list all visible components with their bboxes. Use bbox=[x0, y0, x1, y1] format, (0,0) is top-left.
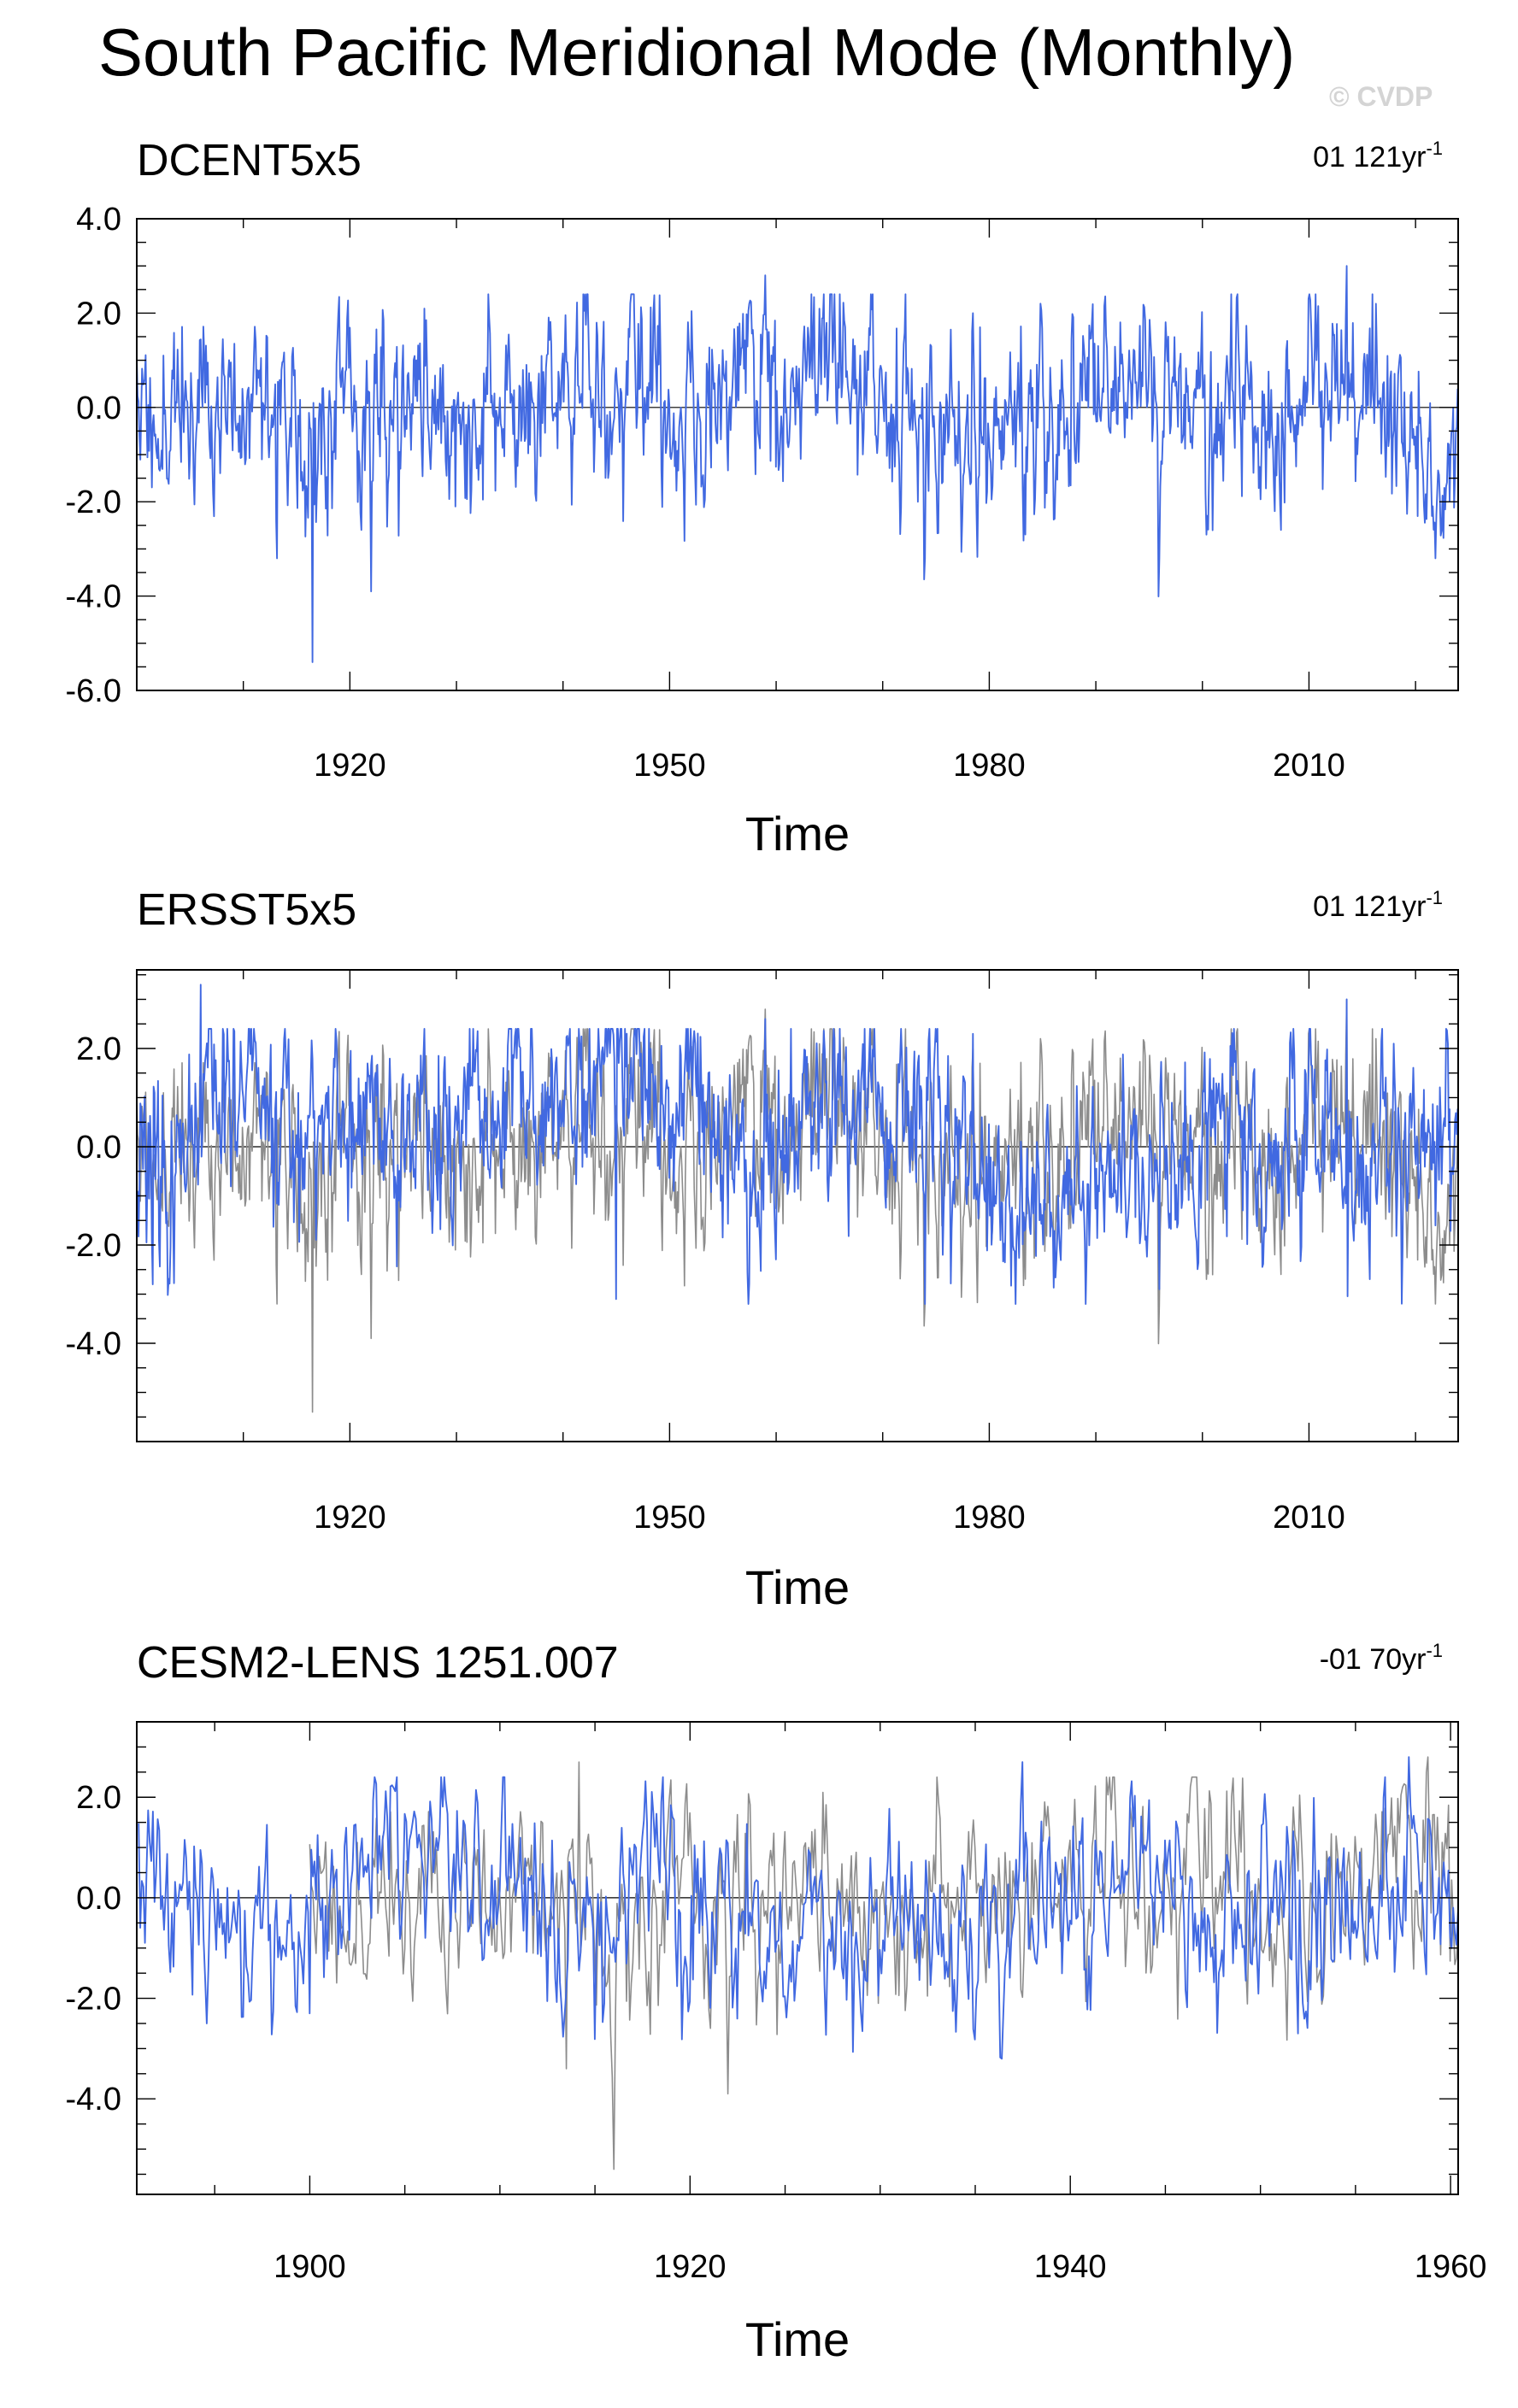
y-tick-label: 0.0 bbox=[76, 391, 121, 426]
x-tick-label: 1950 bbox=[633, 1500, 706, 1536]
series-line-1 bbox=[309, 1756, 1458, 2170]
x-tick-label: 1980 bbox=[953, 748, 1026, 784]
plot-frame bbox=[136, 969, 1459, 1442]
series-line-2 bbox=[138, 1756, 1458, 2060]
y-tick-label: -4.0 bbox=[66, 1326, 121, 1362]
series-group bbox=[137, 984, 1458, 1413]
chart-panel-1: DCENT5x5 01 121yr-1 -6.0 -4.0 -2.0 0.0 2.0 4.0 1… bbox=[66, 136, 1459, 860]
x-tick-label: 2010 bbox=[1273, 748, 1345, 784]
x-tick-label: 1920 bbox=[314, 1500, 386, 1536]
panel-title: ERSST5x5 bbox=[137, 885, 356, 935]
panel-title: CESM2-LENS 1251.007 bbox=[137, 1638, 619, 1688]
trend-value: 01 121yr bbox=[1313, 890, 1426, 923]
y-tick-label: 2.0 bbox=[76, 1780, 121, 1816]
trend-exponent: -1 bbox=[1426, 138, 1443, 159]
trend-label: 01 121yr-1 bbox=[1313, 887, 1443, 923]
trend-value: -01 70yr bbox=[1320, 1643, 1427, 1676]
trend-exponent: -1 bbox=[1426, 1640, 1443, 1661]
trend-exponent: -1 bbox=[1426, 887, 1443, 908]
y-tick-label: -6.0 bbox=[66, 673, 121, 709]
series-line-1 bbox=[137, 998, 1458, 1413]
series-group bbox=[138, 1756, 1458, 2170]
x-tick-label: 2010 bbox=[1273, 1500, 1345, 1536]
trend-value: 01 121yr bbox=[1313, 141, 1426, 173]
y-tick-label: -4.0 bbox=[66, 579, 121, 615]
y-tick-label: -2.0 bbox=[66, 1228, 121, 1264]
y-tick-label: 0.0 bbox=[76, 1881, 121, 1917]
x-tick-label: 1940 bbox=[1034, 2249, 1107, 2285]
y-tick-label: -2.0 bbox=[66, 1982, 121, 2017]
y-tick-label: 2.0 bbox=[76, 1031, 121, 1067]
y-tick-label: 0.0 bbox=[76, 1130, 121, 1166]
chart-panel-3: CESM2-LENS 1251.007 -01 70yr-1 -4.0 -2.0 0.0… bbox=[66, 1638, 1487, 2366]
trend-label: -01 70yr-1 bbox=[1320, 1640, 1443, 1676]
y-tick-label: -2.0 bbox=[66, 485, 121, 520]
x-tick-label: 1920 bbox=[314, 748, 386, 784]
y-tick-label: -4.0 bbox=[66, 2082, 121, 2117]
page-title: South Pacific Meridional Mode (Monthly) bbox=[98, 15, 1296, 90]
x-axis-label: Time bbox=[745, 1560, 850, 1614]
chart-panel-2: ERSST5x5 01 121yr-1 -4.0 -2.0 0.0 2.0 1920 1950… bbox=[66, 885, 1459, 1614]
series-line-1 bbox=[137, 265, 1458, 663]
series-line-2 bbox=[137, 984, 1458, 1305]
x-axis-label: Time bbox=[745, 807, 850, 860]
x-tick-label: 1960 bbox=[1415, 2249, 1487, 2285]
panel-title: DCENT5x5 bbox=[137, 136, 362, 185]
x-tick-label: 1920 bbox=[654, 2249, 727, 2285]
x-tick-label: 1900 bbox=[274, 2249, 346, 2285]
copyright-label: © CVDP bbox=[1329, 81, 1433, 112]
trend-label: 01 121yr-1 bbox=[1313, 138, 1443, 173]
x-axis-label: Time bbox=[745, 2312, 850, 2366]
x-tick-label: 1950 bbox=[633, 748, 706, 784]
x-tick-label: 1980 bbox=[953, 1500, 1026, 1536]
series-group bbox=[137, 265, 1458, 663]
y-tick-label: 2.0 bbox=[76, 296, 121, 332]
plot-frame bbox=[136, 1721, 1459, 2195]
y-tick-label: 4.0 bbox=[76, 202, 121, 238]
